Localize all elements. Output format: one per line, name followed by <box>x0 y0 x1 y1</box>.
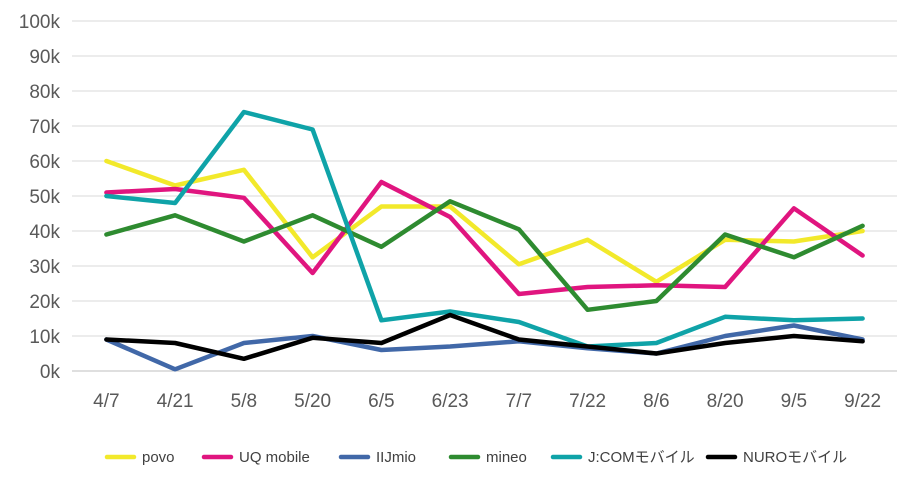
line-chart: 0k 10k 20k 30k 40k 50k 60k 70k 80k 90k 100k 4/7 4/2… <box>0 0 906 495</box>
y-tick-label: 50k <box>29 187 60 208</box>
y-tick-label: 90k <box>29 47 60 68</box>
y-tick-label: 30k <box>29 257 60 278</box>
y-axis-tick-labels: 0k 10k 20k 30k 40k 50k 60k 70k 80k 90k 100k <box>19 12 61 383</box>
y-tick-label: 20k <box>29 292 60 313</box>
y-tick-label: 100k <box>19 12 61 33</box>
y-tick-label: 60k <box>29 152 60 173</box>
x-tick-label: 7/7 <box>506 391 532 412</box>
y-tick-label: 80k <box>29 82 60 103</box>
x-tick-label: 8/6 <box>643 391 669 412</box>
legend-label: povo <box>142 449 175 466</box>
x-tick-label: 5/20 <box>294 391 331 412</box>
series-line-0 <box>106 161 862 282</box>
x-tick-label: 9/5 <box>781 391 807 412</box>
x-tick-label: 4/7 <box>93 391 119 412</box>
x-tick-label: 8/20 <box>707 391 744 412</box>
x-axis-tick-labels: 4/7 4/21 5/8 5/20 6/5 6/23 7/7 7/22 8/6 8/20 9/5 9/… <box>93 391 881 412</box>
legend: povo UQ mobile IIJmio mineo J:COMモバイル NUROモバイ… <box>107 449 847 466</box>
x-tick-label: 9/22 <box>844 391 881 412</box>
legend-label: UQ mobile <box>239 449 310 466</box>
y-tick-label: 0k <box>40 362 61 383</box>
x-tick-label: 4/21 <box>157 391 194 412</box>
x-tick-label: 6/23 <box>432 391 469 412</box>
series-line-2 <box>106 326 862 370</box>
y-tick-label: 40k <box>29 222 60 243</box>
legend-label: mineo <box>486 449 527 466</box>
legend-label: J:COMモバイル <box>588 449 695 466</box>
series-line-4 <box>106 112 862 347</box>
series-lines <box>106 112 862 369</box>
legend-label: IIJmio <box>376 449 416 466</box>
x-tick-label: 5/8 <box>231 391 257 412</box>
x-tick-label: 7/22 <box>569 391 606 412</box>
y-tick-label: 10k <box>29 327 60 348</box>
x-tick-label: 6/5 <box>368 391 394 412</box>
series-line-5 <box>106 315 862 359</box>
legend-label: NUROモバイル <box>743 449 847 466</box>
y-tick-label: 70k <box>29 117 60 138</box>
